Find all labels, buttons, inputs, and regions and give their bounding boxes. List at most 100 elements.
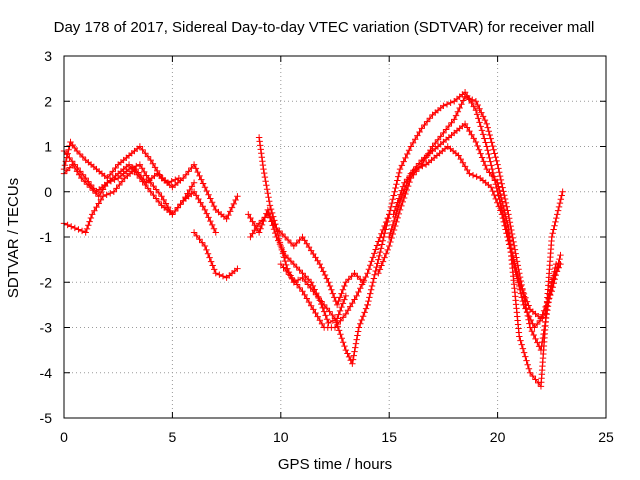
data-point	[454, 108, 462, 116]
data-point	[338, 303, 345, 311]
data-point	[415, 164, 423, 171]
data-point	[364, 270, 371, 277]
data-point	[245, 211, 252, 218]
data-point	[497, 190, 504, 198]
y-tick-label: -5	[40, 410, 53, 426]
data-point	[259, 161, 267, 169]
data-point	[387, 229, 394, 237]
data-point	[279, 230, 286, 238]
data-point	[89, 187, 97, 194]
data-point	[490, 191, 498, 199]
data-point	[314, 257, 321, 264]
data-point	[234, 193, 241, 200]
data-point	[516, 333, 523, 340]
data-point	[203, 187, 210, 195]
data-point	[361, 309, 368, 316]
data-point	[352, 344, 359, 351]
data-point	[355, 288, 362, 296]
series-line	[249, 213, 364, 306]
data-point	[379, 237, 387, 244]
data-point	[270, 213, 277, 220]
data-point	[316, 317, 324, 324]
data-point	[546, 291, 553, 298]
data-point	[517, 337, 524, 344]
data-point	[357, 320, 364, 327]
data-point	[185, 168, 192, 175]
data-point	[548, 280, 556, 287]
data-point	[125, 161, 133, 168]
data-point	[136, 143, 144, 150]
data-point	[342, 292, 350, 300]
data-point	[265, 194, 272, 201]
data-point	[494, 161, 501, 168]
data-point	[301, 237, 308, 244]
data-point	[464, 166, 471, 174]
data-point	[552, 264, 559, 272]
data-point	[391, 207, 399, 214]
data-point	[470, 135, 477, 142]
data-point	[186, 186, 193, 194]
data-point	[276, 227, 283, 235]
data-point	[342, 346, 350, 354]
data-point	[398, 162, 406, 169]
data-point	[276, 241, 284, 248]
data-point	[378, 262, 385, 269]
data-point	[533, 320, 541, 328]
data-point	[412, 165, 419, 173]
data-point	[257, 142, 264, 149]
data-point	[502, 226, 509, 233]
data-point	[461, 120, 469, 128]
data-point	[556, 199, 564, 207]
data-point	[511, 263, 518, 271]
data-point	[501, 209, 509, 217]
data-point	[302, 273, 309, 280]
data-point	[491, 150, 498, 157]
series-line	[392, 145, 557, 329]
data-point	[388, 199, 396, 207]
data-point	[380, 233, 387, 241]
data-point	[373, 263, 380, 271]
data-point	[87, 214, 95, 222]
data-point	[78, 227, 86, 235]
data-point	[86, 218, 93, 225]
data-point	[387, 238, 394, 246]
data-point	[464, 124, 471, 131]
data-point	[260, 165, 267, 173]
data-point	[368, 282, 376, 290]
data-point	[283, 261, 290, 269]
data-point	[520, 349, 528, 356]
series-line	[388, 123, 564, 387]
data-point	[255, 229, 263, 236]
data-point	[477, 150, 484, 157]
data-point	[261, 173, 269, 181]
data-point	[174, 204, 182, 211]
data-point	[525, 312, 533, 320]
data-point	[474, 101, 481, 109]
data-point	[184, 190, 191, 197]
data-point	[201, 242, 209, 250]
data-point	[320, 308, 328, 315]
grid	[64, 56, 606, 418]
data-point	[488, 139, 495, 146]
data-point	[253, 223, 261, 231]
data-point	[518, 294, 526, 301]
data-point	[273, 224, 280, 232]
data-point	[260, 169, 268, 177]
data-point	[479, 113, 487, 120]
data-point	[76, 150, 84, 158]
data-point	[305, 243, 313, 251]
data-point	[517, 290, 525, 297]
y-tick-label: -2	[40, 274, 53, 290]
data-point	[486, 131, 493, 139]
data-point	[280, 248, 287, 255]
data-point	[395, 195, 403, 202]
data-point	[548, 233, 555, 241]
data-point	[69, 161, 76, 168]
data-point	[484, 124, 491, 131]
data-point	[274, 237, 282, 244]
data-point	[476, 119, 483, 126]
data-point	[497, 207, 504, 214]
data-point	[348, 273, 355, 280]
data-point	[208, 221, 216, 229]
